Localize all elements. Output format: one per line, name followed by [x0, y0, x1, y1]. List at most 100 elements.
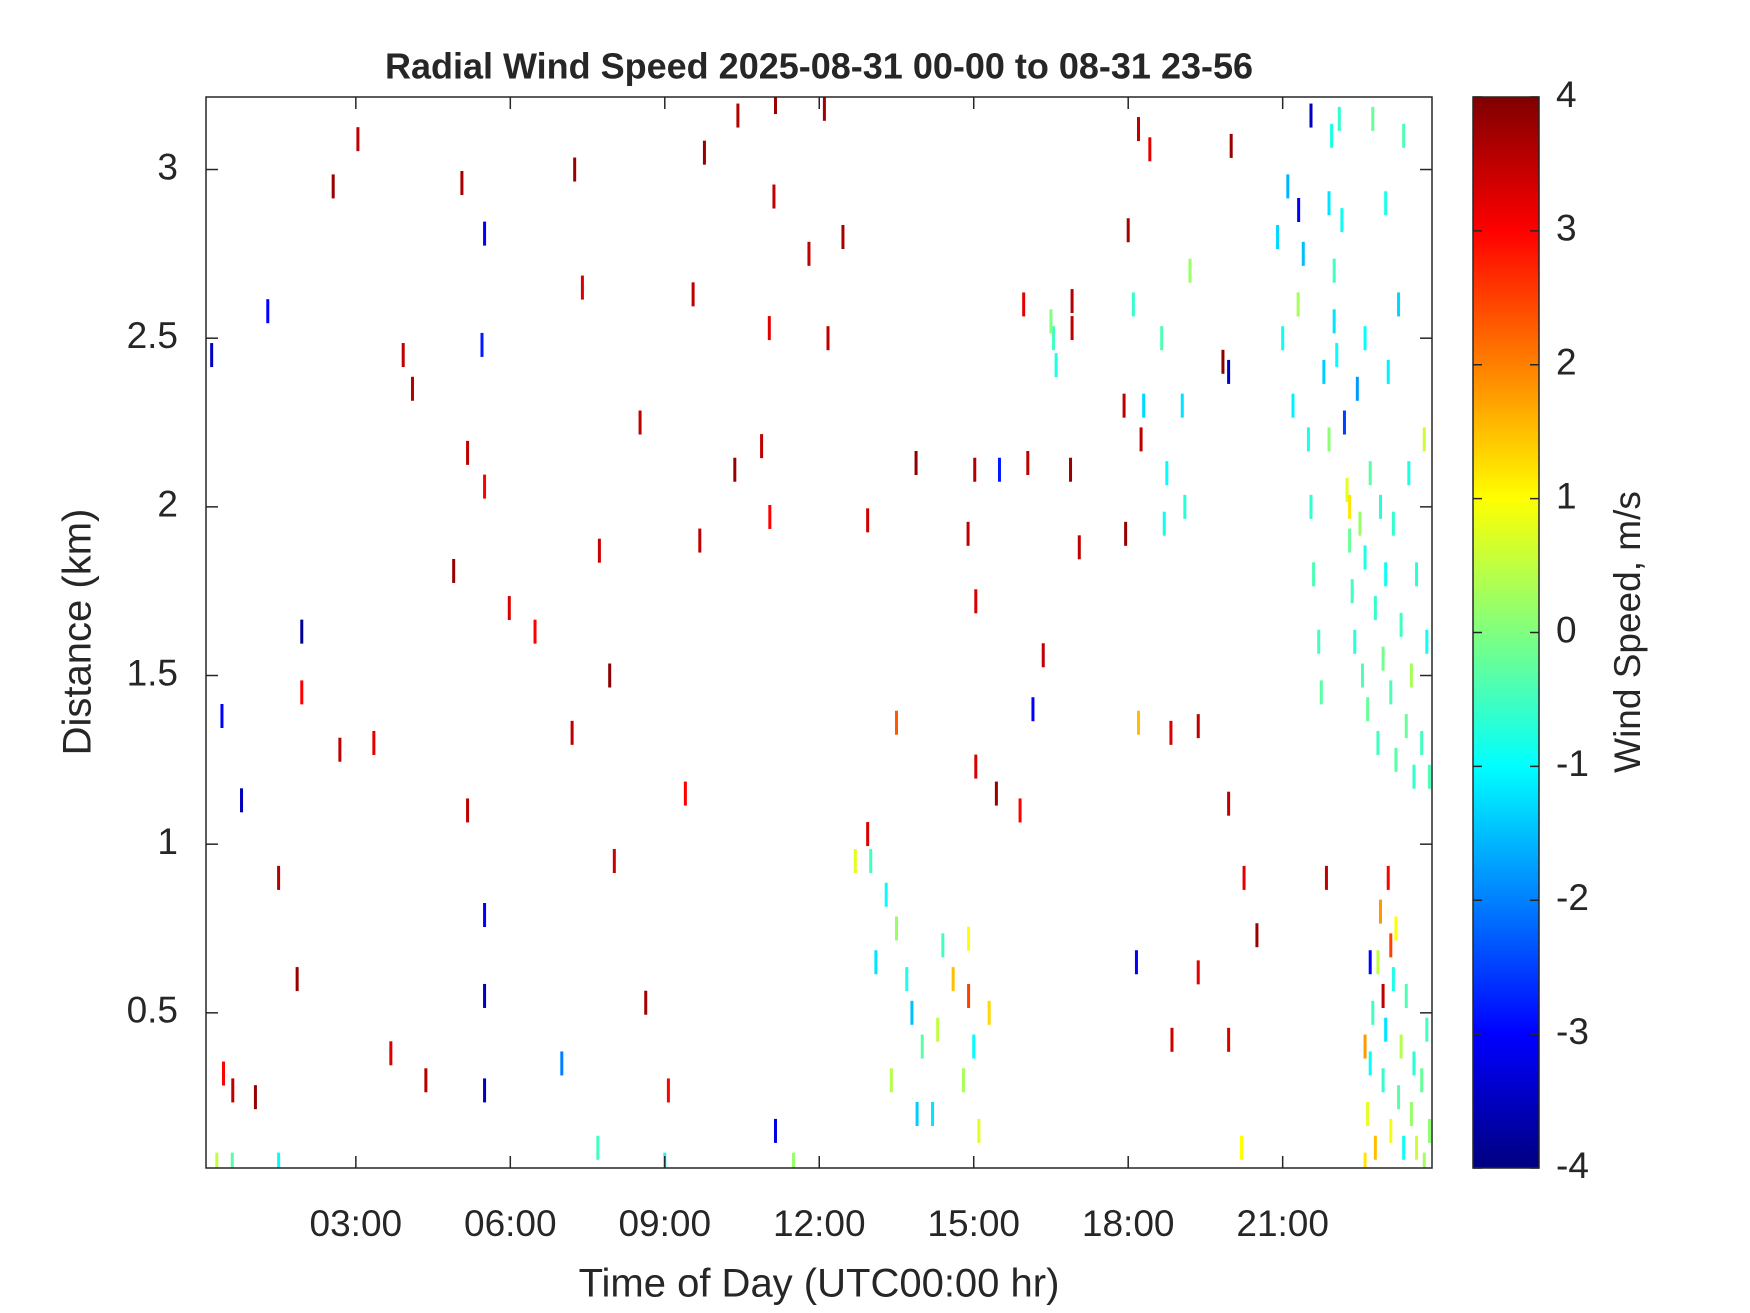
cell — [1160, 326, 1164, 351]
cell — [972, 1034, 976, 1059]
cell — [1306, 427, 1310, 452]
cell — [1427, 764, 1431, 789]
cell — [1322, 359, 1326, 384]
cell — [967, 926, 971, 951]
cell — [1165, 461, 1169, 486]
cell — [1384, 562, 1388, 587]
cell — [1366, 1102, 1370, 1127]
cell — [1348, 494, 1352, 519]
cell — [987, 1000, 991, 1025]
cell — [1394, 916, 1398, 941]
cell — [666, 1078, 670, 1103]
cell — [277, 1152, 281, 1168]
cell — [1162, 511, 1166, 536]
cell — [1420, 730, 1424, 755]
cell — [915, 1102, 919, 1127]
cell — [853, 849, 857, 874]
cell — [1360, 663, 1364, 688]
cell — [266, 299, 270, 324]
cell — [1170, 1027, 1174, 1052]
cell — [826, 326, 830, 351]
cell — [1420, 1068, 1424, 1093]
chart-title: Radial Wind Speed 2025-08-31 00-00 to 08… — [385, 46, 1253, 87]
x-tick-label: 21:00 — [1236, 1203, 1329, 1244]
cell — [702, 140, 706, 165]
y-tick-label: 1 — [157, 821, 178, 862]
cell — [1412, 1051, 1416, 1076]
cell — [356, 127, 360, 152]
x-tick-label: 12:00 — [773, 1203, 866, 1244]
cell — [1358, 511, 1362, 536]
cell — [612, 849, 616, 874]
cell — [483, 1078, 487, 1103]
cell — [1312, 562, 1316, 587]
colorbar-label: Wind Speed, m/s — [1607, 491, 1648, 773]
cell — [874, 950, 878, 975]
cell — [1026, 450, 1030, 475]
cell — [1297, 198, 1301, 223]
cell — [1281, 326, 1285, 351]
colorbar-tick-label: 3 — [1556, 208, 1577, 249]
cell — [698, 528, 702, 553]
cell — [1402, 123, 1406, 148]
colorbar — [1472, 96, 1540, 1169]
colorbar-tick-label: 1 — [1556, 475, 1577, 516]
cell — [483, 983, 487, 1008]
cell — [480, 332, 484, 357]
cell — [1018, 798, 1022, 823]
cell — [560, 1051, 564, 1076]
cell — [1381, 983, 1385, 1008]
cell — [1054, 353, 1058, 378]
cell — [772, 184, 776, 209]
cell — [483, 903, 487, 928]
cell — [1332, 258, 1336, 283]
cell — [1276, 224, 1280, 249]
cell — [1196, 714, 1200, 739]
cell — [977, 1118, 981, 1143]
cell — [1391, 511, 1395, 536]
colorbar-tick-label: 4 — [1556, 74, 1577, 115]
cell — [997, 457, 1001, 482]
cell — [1137, 117, 1141, 142]
colorbar-tick-label: -1 — [1556, 743, 1589, 784]
cell — [866, 822, 870, 847]
cell — [1399, 1034, 1403, 1059]
cell — [1139, 427, 1143, 452]
cell — [210, 343, 214, 368]
cell — [1327, 427, 1331, 452]
cell — [401, 343, 405, 368]
cell — [1335, 343, 1339, 368]
cell — [1407, 461, 1411, 486]
cell — [1363, 326, 1367, 351]
cell — [253, 1085, 257, 1110]
cell — [1363, 1152, 1367, 1168]
cell — [220, 703, 224, 728]
cell — [1399, 612, 1403, 637]
cell — [1070, 316, 1074, 341]
cell — [331, 174, 335, 199]
cell — [608, 663, 612, 688]
y-axis-label: Distance (km) — [56, 509, 100, 756]
cell — [894, 916, 898, 941]
cell — [905, 967, 909, 992]
cell — [1409, 1102, 1413, 1127]
cell — [768, 504, 772, 529]
cell — [894, 710, 898, 735]
cell — [1376, 730, 1380, 755]
cell — [1422, 1152, 1426, 1168]
cell — [424, 1068, 428, 1093]
cell — [1415, 1135, 1419, 1160]
cell — [1332, 309, 1336, 334]
cell — [792, 1152, 796, 1168]
cell — [974, 754, 978, 779]
cell — [733, 457, 737, 482]
colorbar-tick-label: 0 — [1556, 609, 1577, 650]
cell — [1169, 720, 1173, 745]
cell — [1242, 865, 1246, 890]
y-tick-label: 3 — [157, 146, 178, 187]
cell — [466, 798, 470, 823]
cell — [597, 538, 601, 563]
cell — [1389, 680, 1393, 705]
cell — [1126, 218, 1130, 243]
